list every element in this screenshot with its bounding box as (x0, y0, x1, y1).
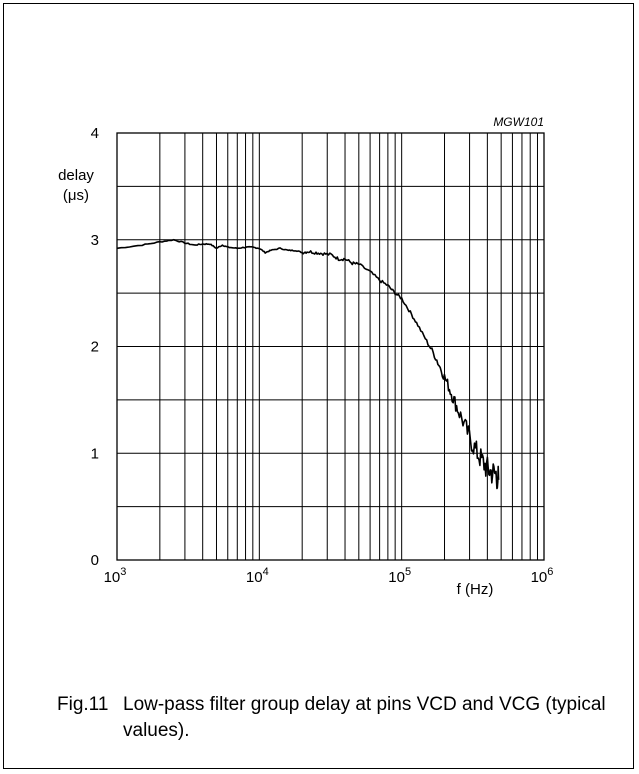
x-tick-label: 106 (531, 566, 554, 586)
x-tick-labels: 103 104 105 106 (104, 566, 554, 586)
delay-series-line (116, 238, 500, 490)
y-tick-label: 1 (91, 445, 99, 462)
grid (117, 133, 544, 560)
y-tick-label: 4 (91, 125, 99, 142)
y-tick-labels: 0 1 2 3 4 (91, 125, 99, 569)
y-tick-label: 0 (91, 552, 99, 569)
group-delay-chart: 0 1 2 3 4 103 104 105 106 delay (μs) f (Hz) MGW… (58, 115, 554, 598)
y-tick-label: 3 (91, 232, 99, 249)
figure-code: MGW101 (493, 115, 544, 129)
x-tick-label: 104 (246, 566, 269, 586)
y-axis-label-line1: delay (58, 167, 94, 184)
caption-number: Fig.11 (57, 694, 109, 715)
y-tick-label: 2 (91, 339, 99, 356)
x-tick-label: 103 (104, 566, 127, 586)
figure-frame (3, 3, 634, 769)
x-tick-label: 105 (388, 566, 411, 586)
x-axis-label: f (Hz) (457, 581, 494, 598)
caption-text: Low-pass filter group delay at pins VCD … (123, 694, 606, 741)
plot-border (116, 132, 545, 561)
y-axis-label-line2: (μs) (63, 187, 89, 204)
